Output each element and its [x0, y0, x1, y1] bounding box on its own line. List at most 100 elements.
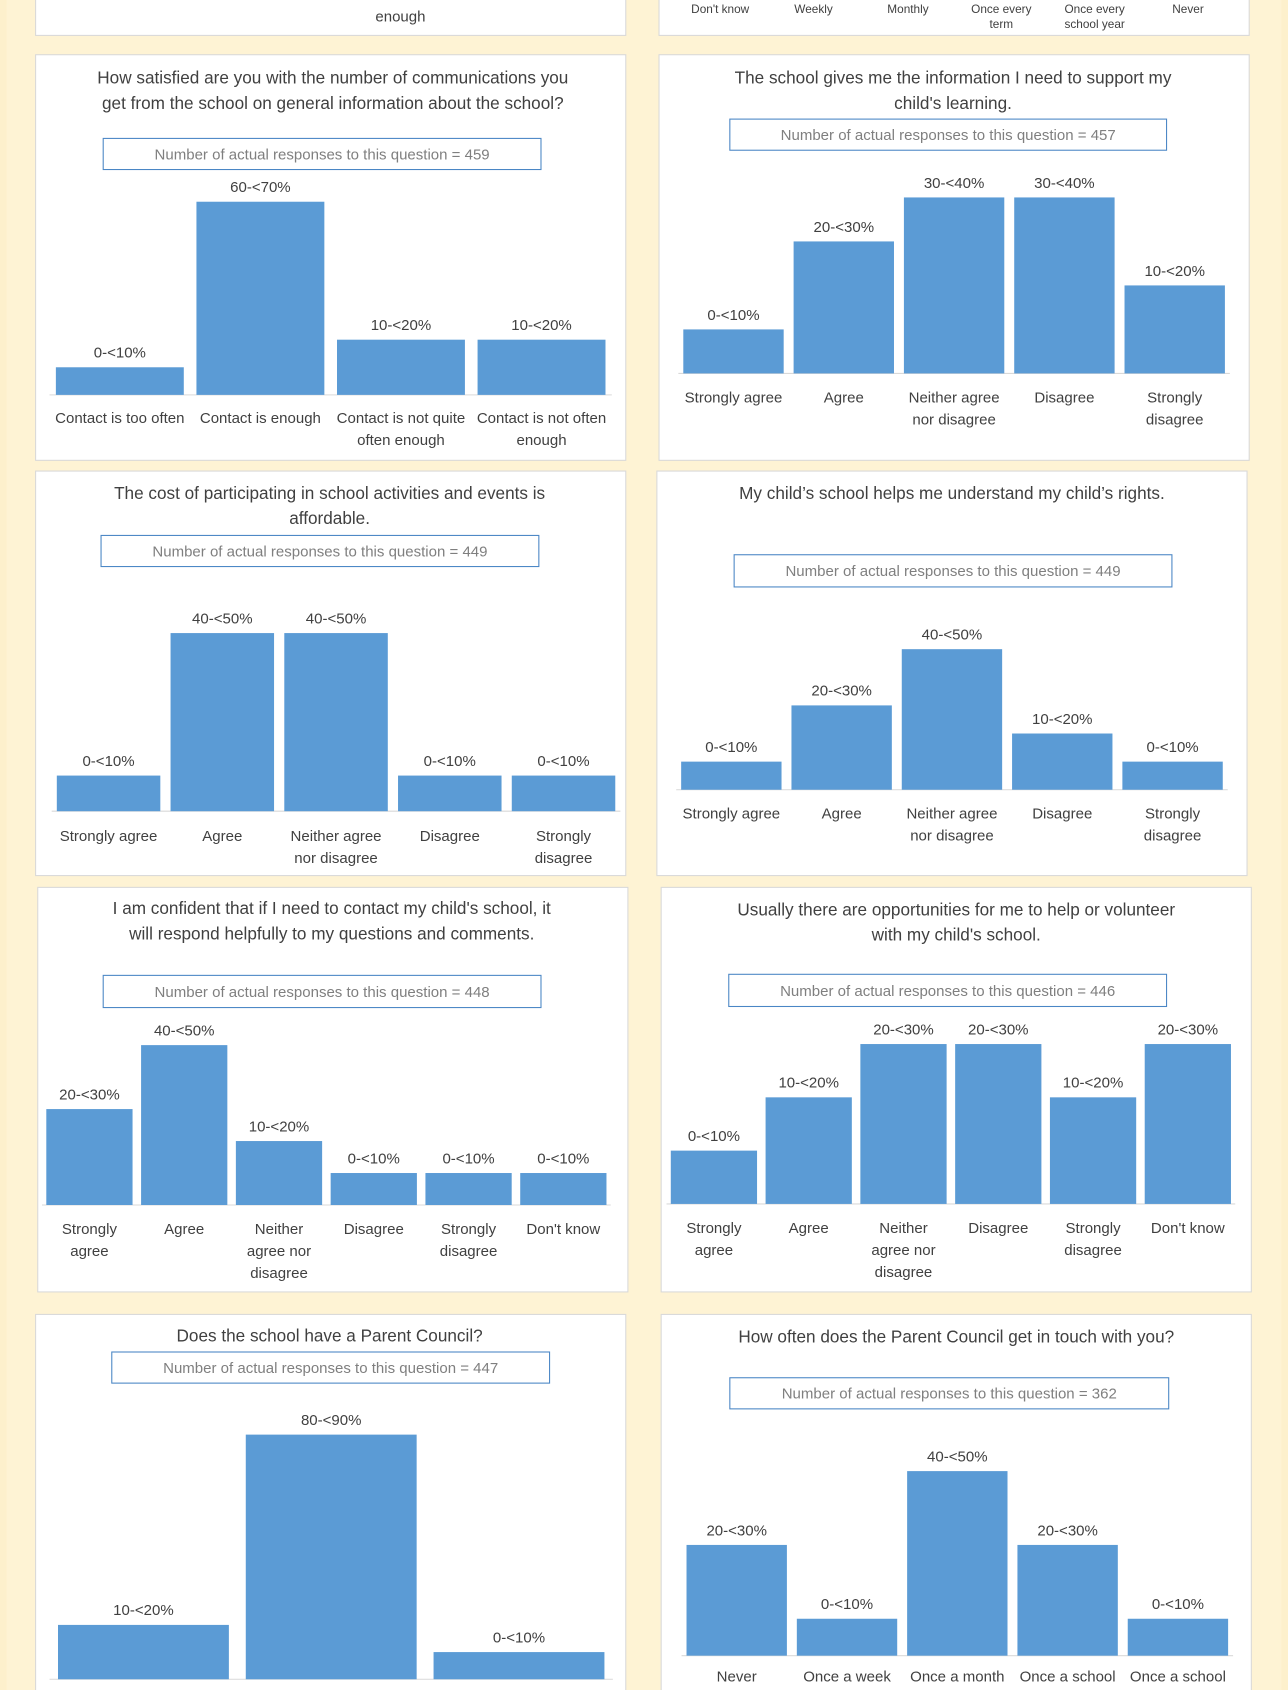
category-label: Contact is not often enough	[477, 410, 606, 449]
chart-subtitle: Number of actual responses to this quest…	[152, 543, 487, 560]
panel	[35, 0, 627, 36]
bar	[683, 329, 784, 374]
value-label: 30-<40%	[1034, 175, 1095, 192]
chart-title: I am confident that if I need to contact…	[113, 898, 551, 943]
chart-subtitle: Number of actual responses to this quest…	[780, 983, 1115, 1000]
bar	[245, 1434, 417, 1680]
chart-title: The cost of participating in school acti…	[114, 483, 545, 528]
bar	[57, 1624, 229, 1680]
bar	[284, 633, 388, 812]
chart-subtitle: Number of actual responses to this quest…	[163, 1360, 498, 1377]
value-label: 40-<50%	[927, 1448, 988, 1465]
bar	[141, 1045, 228, 1205]
bar	[56, 775, 161, 812]
category-label: Never	[717, 1668, 757, 1685]
value-label: 20-<30%	[873, 1021, 934, 1038]
category-label: Once a month	[910, 1668, 1004, 1685]
bar	[520, 1173, 607, 1205]
value-label: 0-<10%	[537, 753, 589, 770]
value-label: 10-<20%	[511, 317, 572, 334]
category-label: Once every school year	[1065, 2, 1125, 31]
value-label: 20-<30%	[814, 219, 875, 236]
bar	[170, 633, 275, 812]
bar	[433, 1652, 605, 1680]
value-label: 10-<20%	[778, 1075, 839, 1092]
bar	[1014, 197, 1115, 374]
category-label: Once a week	[803, 1668, 891, 1685]
chart-subtitle: Number of actual responses to this quest…	[782, 1386, 1117, 1403]
panel	[35, 54, 627, 461]
value-label: 20-<30%	[59, 1086, 120, 1103]
category-label: Neither agree nor disagree	[909, 389, 1000, 428]
chart-title: The school gives me the information I ne…	[735, 68, 1172, 113]
bar	[1017, 1544, 1118, 1656]
chart-subtitle: Number of actual responses to this quest…	[155, 984, 490, 1001]
value-label: 0-<10%	[705, 739, 757, 756]
chart-title: Usually there are opportunities for me t…	[737, 899, 1175, 944]
subtitle-box	[729, 1377, 1170, 1410]
subtitle-box	[102, 137, 542, 171]
chart-title: How satisfied are you with the number of…	[97, 68, 568, 113]
category-label: Strongly disagree	[1064, 1220, 1122, 1259]
value-label: 20-<30%	[706, 1522, 767, 1539]
bar	[681, 761, 782, 790]
panel	[37, 886, 629, 1293]
category-label: Agree	[824, 389, 864, 406]
value-label: 10-<20%	[1144, 263, 1205, 280]
value-label: 20-<30%	[1158, 1021, 1219, 1038]
value-label: 10-<20%	[1063, 1075, 1124, 1092]
category-label: Don't know	[691, 2, 749, 16]
category-label: Monthly	[887, 2, 928, 16]
category-label: Disagree	[344, 1221, 404, 1238]
bar	[955, 1044, 1042, 1204]
value-label: 0-<10%	[493, 1629, 545, 1646]
category-label: Weekly	[794, 2, 833, 16]
value-label: 40-<50%	[922, 627, 983, 644]
bar	[337, 339, 465, 395]
bar	[793, 241, 894, 374]
category-label: Disagree	[968, 1220, 1028, 1237]
bar	[196, 201, 325, 395]
value-label: 80-<90%	[301, 1412, 362, 1429]
value-label: 0-<10%	[537, 1150, 589, 1167]
category-label: Neither agree nor disagree	[906, 806, 997, 845]
category-label: Strongly agree	[685, 389, 783, 406]
category-label: Agree	[789, 1220, 829, 1237]
bar	[46, 1109, 133, 1205]
value-label: 10-<20%	[113, 1602, 174, 1619]
chart-subtitle: Number of actual responses to this quest…	[781, 127, 1116, 144]
category-label: Disagree	[1032, 806, 1092, 823]
bar	[330, 1173, 417, 1205]
category-label: Strongly disagree	[535, 828, 593, 867]
value-label: 0-<10%	[1146, 739, 1198, 756]
subtitle-box	[733, 554, 1173, 588]
subtitle-box	[728, 973, 1168, 1008]
bar	[903, 197, 1005, 374]
value-label: 10-<20%	[371, 317, 432, 334]
bar	[55, 367, 184, 395]
bar	[511, 775, 616, 812]
value-label: 0-<10%	[442, 1150, 494, 1167]
value-label: 60-<70%	[230, 179, 291, 196]
value-label: 0-<10%	[1152, 1596, 1204, 1613]
subtitle-box	[102, 974, 542, 1009]
subtitle-box	[729, 118, 1168, 151]
chart-title: How often does the Parent Council get in…	[738, 1326, 1174, 1346]
subtitle-box	[100, 534, 540, 568]
category-label: Contact is too often	[55, 410, 184, 427]
bar	[907, 1471, 1008, 1656]
value-label: 0-<10%	[82, 753, 134, 770]
category-label: Once a school	[1130, 1668, 1226, 1685]
bar	[1122, 761, 1223, 790]
category-label: Strongly agree	[62, 1221, 118, 1260]
value-label: 20-<30%	[968, 1021, 1029, 1038]
value-label: 40-<50%	[306, 610, 367, 627]
category-label: Strongly agree	[683, 806, 781, 823]
value-label: 10-<20%	[249, 1118, 310, 1135]
bar	[1124, 285, 1225, 374]
bar	[796, 1618, 898, 1656]
category-label: Agree	[822, 806, 862, 823]
category-label: Strongly agree	[60, 828, 158, 845]
chart-subtitle: Number of actual responses to this quest…	[785, 563, 1120, 580]
bar	[901, 649, 1003, 790]
